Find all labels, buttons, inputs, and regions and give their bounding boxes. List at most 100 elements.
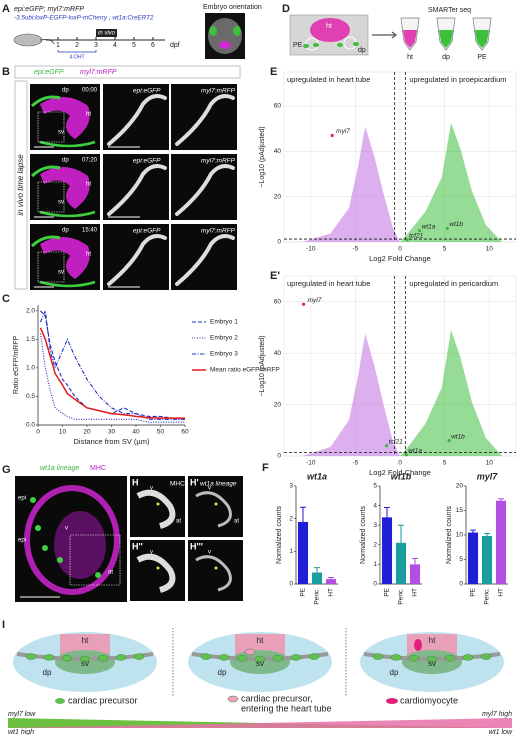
x-tick-label: 10 [486, 460, 494, 467]
x-axis-label: Log2 Fold Change [369, 254, 431, 263]
y-axis-label: −Log10 (pAdjusted) [259, 126, 266, 187]
entering-cell [244, 648, 256, 656]
legend-label: entering the heart tube [241, 703, 332, 713]
region-label: dp [62, 158, 69, 164]
heart-signal [54, 511, 106, 579]
y-tick-label: 3 [289, 483, 293, 490]
region-label: dp [62, 88, 69, 94]
point [385, 444, 389, 448]
region-label: sv [58, 130, 64, 136]
region-title: upregulated in proepicardium [409, 75, 506, 84]
x-tick-label: -5 [352, 460, 358, 467]
y-axis-label: −Log10 (pAdjusted) [259, 335, 266, 396]
bar [311, 572, 323, 584]
signal [175, 164, 235, 216]
side-label: in vivo time lapse [16, 154, 25, 216]
y-tick-label: 60 [274, 103, 282, 110]
gradient-label: wt1 low [489, 729, 513, 735]
precursor-cell [79, 655, 91, 663]
point-label: tcf21 [409, 232, 423, 239]
y-axis-label: Normalized counts [276, 506, 283, 564]
y-tick-label: 1.5 [26, 336, 35, 343]
epi-signal [39, 280, 96, 288]
x-tick-label: -5 [352, 246, 358, 253]
cell [353, 42, 359, 46]
precursor-cell [200, 653, 212, 660]
region-label: at [234, 519, 239, 525]
error-bar [470, 529, 476, 535]
timeline-unit: dpf [170, 42, 180, 49]
precursor-cell [115, 654, 127, 661]
x-tick-label: 5 [443, 246, 447, 253]
x-tick-label: -10 [306, 460, 316, 467]
precursor-cell [218, 654, 230, 661]
channel-label: myl7:mRFP [201, 158, 236, 165]
roi-box [69, 534, 121, 586]
region-label: ht [86, 182, 91, 188]
precursor-cell [308, 653, 320, 660]
precursor-cell [25, 653, 37, 660]
panel-letter: H'' [132, 541, 143, 551]
heart-tube [310, 18, 350, 42]
x-tick-label: 30 [108, 429, 116, 436]
region-label: sv [58, 270, 64, 276]
lineage-cell [57, 557, 63, 563]
precursor-cell [480, 653, 492, 660]
roi-box [37, 111, 65, 143]
y-tick-label: 0 [459, 581, 463, 588]
point-cloud [302, 126, 400, 242]
y-tick-label: 2.0 [26, 307, 35, 314]
precursor-cell [97, 655, 109, 662]
bar [395, 542, 407, 584]
region-title: upregulated in pericardium [409, 279, 498, 288]
cell-marker [214, 566, 218, 570]
y-axis-label: Ratio eGFP/mRFP [13, 336, 20, 395]
point [404, 453, 408, 457]
point-label: wt1a [422, 223, 436, 230]
region-label: dp [62, 228, 69, 234]
precursor-cell [390, 654, 402, 661]
heart-signal [40, 96, 90, 139]
gradient-label: myl7 high [482, 711, 512, 718]
tube-label: PE [477, 54, 487, 61]
gradient-label: myl7 low [8, 711, 36, 718]
point [418, 229, 422, 233]
signal [136, 489, 176, 529]
x-tick-label: HT [412, 588, 419, 597]
error-bar [412, 558, 418, 571]
y-tick-label: 1 [289, 548, 293, 555]
series-line [39, 308, 185, 420]
precursor-cell [372, 653, 384, 660]
region-label: sv [428, 659, 436, 668]
tube-content [439, 30, 453, 48]
epi-signal [30, 165, 61, 178]
channel-label: wt1a lineage [40, 465, 79, 472]
signal [175, 94, 235, 146]
legend-icon [55, 698, 65, 704]
invivo-label: in vivo [98, 31, 116, 37]
y-tick-label: 40 [274, 148, 282, 155]
x-tick-label: 40 [132, 429, 140, 436]
genotype: epi:eGFP; myl7:mRFP [14, 6, 84, 13]
point-label: wt1b [449, 221, 463, 228]
panel-letter: E [270, 66, 277, 78]
cardiomyocyte [414, 639, 422, 651]
cell-marker [156, 566, 160, 570]
x-tick-label: HT [328, 588, 335, 597]
method-label: SMARTer seq [428, 7, 471, 14]
region-label: dp [218, 668, 227, 677]
y-tick-label: 2 [373, 542, 377, 549]
tube-label: ht [407, 54, 413, 61]
error-bar [398, 524, 404, 561]
region-label: v [208, 486, 211, 492]
panel-letter: A [2, 3, 10, 15]
embryo-eye [209, 26, 217, 36]
bar [481, 535, 493, 584]
panel-letter: C [2, 293, 10, 305]
error-bar [484, 533, 490, 539]
roi-box [37, 251, 65, 283]
time-label: 00:00 [82, 88, 98, 94]
gradient-label: wt1 high [8, 729, 34, 735]
image [188, 476, 243, 537]
